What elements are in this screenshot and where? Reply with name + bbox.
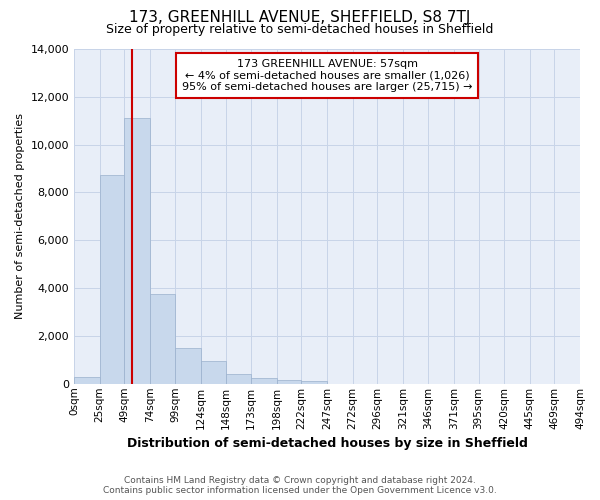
Bar — [201, 361, 226, 384]
Bar — [175, 348, 201, 384]
Bar — [251, 378, 277, 384]
Bar — [74, 376, 100, 384]
Bar — [301, 382, 327, 384]
Bar — [226, 374, 251, 384]
X-axis label: Distribution of semi-detached houses by size in Sheffield: Distribution of semi-detached houses by … — [127, 437, 527, 450]
Text: 173 GREENHILL AVENUE: 57sqm
← 4% of semi-detached houses are smaller (1,026)
95%: 173 GREENHILL AVENUE: 57sqm ← 4% of semi… — [182, 59, 472, 92]
Bar — [124, 118, 150, 384]
Y-axis label: Number of semi-detached properties: Number of semi-detached properties — [15, 114, 25, 320]
Text: Size of property relative to semi-detached houses in Sheffield: Size of property relative to semi-detach… — [106, 22, 494, 36]
Text: 173, GREENHILL AVENUE, SHEFFIELD, S8 7TJ: 173, GREENHILL AVENUE, SHEFFIELD, S8 7TJ — [130, 10, 470, 25]
Bar — [150, 294, 175, 384]
Bar — [100, 174, 124, 384]
Text: Contains HM Land Registry data © Crown copyright and database right 2024.
Contai: Contains HM Land Registry data © Crown c… — [103, 476, 497, 495]
Bar — [277, 380, 301, 384]
